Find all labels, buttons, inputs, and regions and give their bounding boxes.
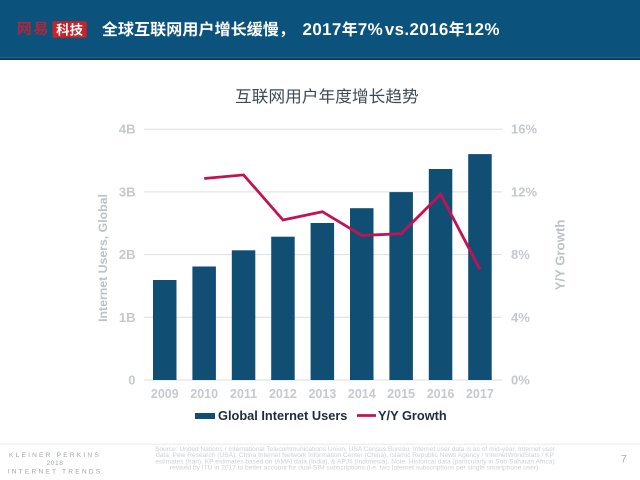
svg-text:2B: 2B: [119, 247, 136, 262]
svg-text:16%: 16%: [511, 122, 537, 137]
svg-text:2010: 2010: [190, 387, 218, 401]
svg-text:1B: 1B: [119, 310, 136, 325]
svg-text:0: 0: [128, 373, 135, 388]
svg-text:8%: 8%: [511, 247, 530, 262]
svg-text:Internet Users, Global: Internet Users, Global: [96, 194, 110, 322]
svg-text:2009: 2009: [151, 387, 179, 401]
svg-text:Y/Y Growth: Y/Y Growth: [553, 220, 568, 291]
svg-text:Global Internet Users: Global Internet Users: [218, 408, 347, 423]
svg-text:Y/Y Growth: Y/Y Growth: [378, 408, 447, 423]
svg-text:2011: 2011: [230, 387, 257, 401]
svg-text:12%: 12%: [511, 184, 537, 199]
svg-text:2013: 2013: [308, 387, 336, 401]
svg-text:3B: 3B: [119, 184, 136, 199]
svg-text:2012: 2012: [269, 387, 297, 401]
svg-text:4%: 4%: [511, 310, 530, 325]
svg-text:2017: 2017: [466, 387, 494, 401]
svg-text:0%: 0%: [511, 373, 530, 388]
svg-text:4B: 4B: [119, 122, 136, 137]
svg-text:2015: 2015: [387, 387, 415, 401]
svg-text:2016: 2016: [427, 387, 455, 401]
svg-text:2014: 2014: [348, 387, 376, 401]
